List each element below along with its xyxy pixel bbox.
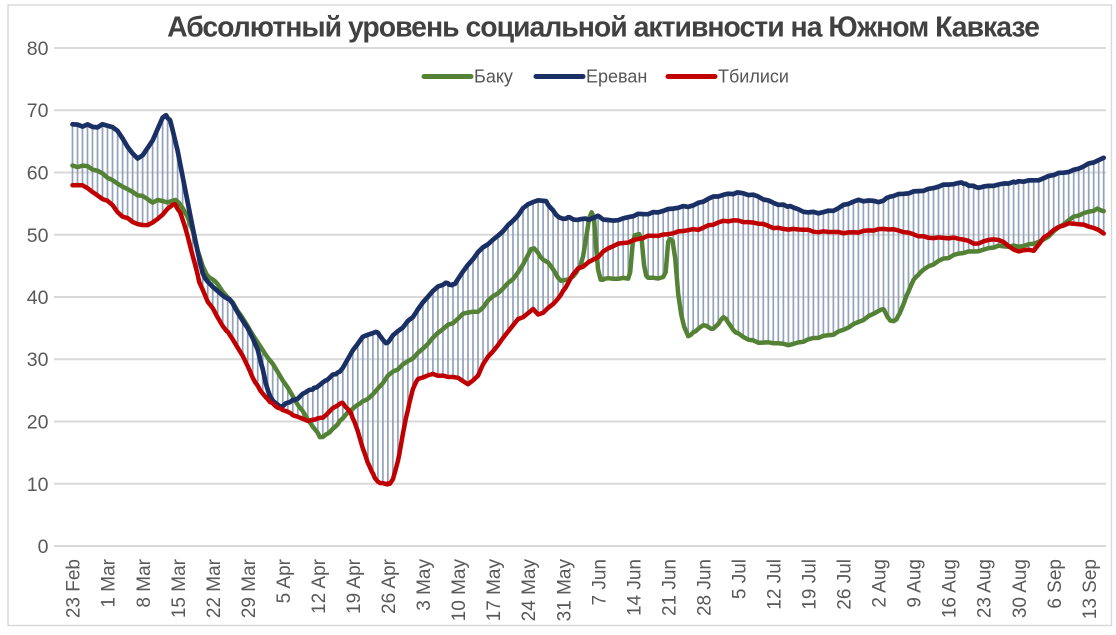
svg-text:20: 20 [27, 412, 49, 434]
svg-text:26 Apr: 26 Apr [379, 558, 400, 614]
svg-text:0: 0 [38, 536, 49, 558]
svg-text:13 Sep: 13 Sep [1080, 559, 1101, 619]
svg-text:19 Apr: 19 Apr [344, 558, 365, 614]
svg-text:10 May: 10 May [449, 559, 470, 622]
svg-text:26 Jul: 26 Jul [835, 559, 856, 610]
svg-text:30: 30 [27, 349, 49, 371]
svg-text:5 Jul: 5 Jul [730, 559, 751, 599]
svg-text:9 Aug: 9 Aug [905, 559, 926, 608]
svg-text:19 Jul: 19 Jul [800, 559, 821, 610]
svg-text:22 Mar: 22 Mar [204, 558, 225, 618]
svg-text:12 Jul: 12 Jul [765, 559, 786, 610]
svg-text:1 Mar: 1 Mar [99, 558, 120, 607]
svg-text:40: 40 [27, 287, 49, 309]
svg-text:16 Aug: 16 Aug [940, 559, 961, 618]
svg-text:28 Jun: 28 Jun [694, 559, 715, 616]
svg-text:6 Sep: 6 Sep [1045, 559, 1066, 609]
svg-text:30 Aug: 30 Aug [1010, 559, 1031, 618]
svg-text:31 May: 31 May [554, 559, 575, 622]
svg-text:Абсолютный уровень социальной: Абсолютный уровень социальной активности… [167, 12, 1039, 44]
svg-text:24 May: 24 May [519, 559, 540, 622]
svg-text:17 May: 17 May [484, 559, 505, 622]
svg-text:23 Aug: 23 Aug [975, 559, 996, 618]
svg-text:12 Apr: 12 Apr [309, 558, 330, 614]
svg-text:Тбилиси: Тбилиси [718, 67, 789, 87]
svg-text:14 Jun: 14 Jun [624, 559, 645, 616]
svg-text:80: 80 [27, 38, 49, 60]
svg-text:2 Aug: 2 Aug [870, 559, 891, 608]
svg-text:29 Mar: 29 Mar [239, 558, 260, 618]
svg-text:10: 10 [27, 474, 49, 496]
svg-text:23 Feb: 23 Feb [64, 559, 85, 618]
svg-text:50: 50 [27, 225, 49, 247]
svg-text:15 Mar: 15 Mar [169, 558, 190, 618]
svg-text:Ереван: Ереван [586, 67, 647, 87]
svg-text:8 Mar: 8 Mar [134, 558, 155, 607]
svg-text:5 Apr: 5 Apr [274, 558, 295, 603]
svg-text:60: 60 [27, 163, 49, 185]
svg-text:21 Jun: 21 Jun [659, 559, 680, 616]
svg-text:Баку: Баку [474, 67, 513, 87]
svg-text:70: 70 [27, 100, 49, 122]
svg-text:3 May: 3 May [414, 559, 435, 611]
svg-text:7 Jun: 7 Jun [589, 559, 610, 605]
